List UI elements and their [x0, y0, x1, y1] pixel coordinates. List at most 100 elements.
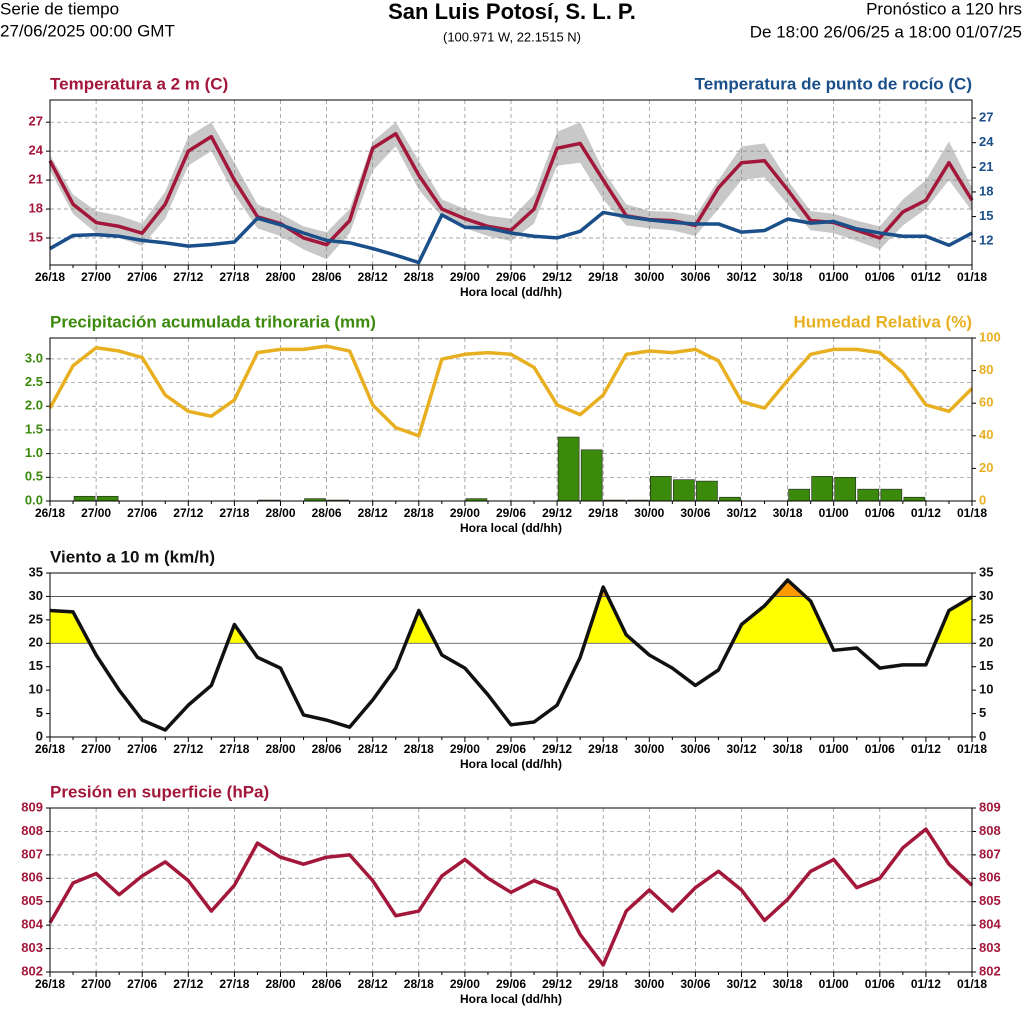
y-tick-label: 1.0: [25, 445, 43, 460]
x-tick-label: 30/18: [773, 270, 803, 284]
x-tick-label: 28/18: [404, 270, 434, 284]
series-title: Viento a 10 m (km/h): [50, 547, 215, 566]
y-tick-label-right: 806: [979, 870, 1001, 885]
bar: [73, 495, 96, 502]
x-tick-label: 01/00: [819, 270, 849, 284]
y-tick-label: 15: [29, 229, 43, 244]
x-tick-label: 29/06: [496, 270, 526, 284]
x-tick-label: 26/18: [35, 506, 65, 520]
x-tick-label: 29/18: [588, 506, 618, 520]
y-tick-label-right: 803: [979, 940, 1001, 955]
y-tick-label-right: 809: [979, 799, 1001, 814]
y2-tick-label: 40: [979, 427, 993, 442]
y2-tick-label: 27: [979, 109, 993, 124]
y2-tick-label: 24: [979, 134, 994, 149]
x-tick-label: 01/00: [819, 977, 849, 991]
x-tick-label: 27/18: [219, 742, 249, 756]
y-tick-label-right: 805: [979, 893, 1001, 908]
x-tick-label: 01/18: [957, 506, 987, 520]
x-tick-label: 28/00: [265, 506, 295, 520]
y-tick-label: 20: [29, 635, 43, 650]
header-title: San Luis Potosí, S. L. P.: [388, 0, 636, 24]
x-tick-label: 28/00: [265, 742, 295, 756]
x-tick-label: 29/00: [450, 270, 480, 284]
x-tick-label: 28/12: [358, 977, 388, 991]
x-tick-label: 27/00: [81, 977, 111, 991]
series-title: Temperatura de punto de rocío (C): [695, 74, 972, 93]
x-tick-label: 26/18: [35, 977, 65, 991]
y-tick-label-right: 10: [979, 682, 993, 697]
x-tick-label: 28/06: [312, 270, 342, 284]
y2-tick-label: 15: [979, 208, 993, 223]
y-tick-label: 27: [29, 114, 43, 129]
bar: [96, 495, 119, 502]
bar: [580, 449, 603, 502]
y2-tick-label: 80: [979, 362, 993, 377]
x-tick-label: 01/00: [819, 742, 849, 756]
x-tick-label: 27/06: [127, 742, 157, 756]
y-tick-label-right: 802: [979, 963, 1001, 978]
y-tick-label-right: 804: [979, 917, 1001, 932]
x-tick-label: 30/12: [726, 506, 756, 520]
y-tick-label: 802: [21, 963, 43, 978]
y-tick-label: 806: [21, 870, 43, 885]
header-subtitle: (100.971 W, 22.1515 N): [443, 29, 581, 44]
y-tick-label: 808: [21, 823, 43, 838]
x-tick-label: 01/18: [957, 270, 987, 284]
y2-tick-label: 0: [979, 492, 986, 507]
x-tick-label: 28/06: [312, 977, 342, 991]
threshold-fill: [600, 580, 806, 597]
x-tick-label: 27/12: [173, 270, 203, 284]
x-tick-label: 28/12: [358, 270, 388, 284]
header-left: 27/06/2025 00:00 GMT: [0, 21, 175, 40]
x-tick-label: 28/06: [312, 506, 342, 520]
y-tick-label-right: 807: [979, 846, 1001, 861]
x-tick-label: 30/00: [634, 977, 664, 991]
y2-tick-label: 12: [979, 233, 993, 248]
y-tick-label-right: 35: [979, 564, 993, 579]
x-tick-label: 28/00: [265, 977, 295, 991]
x-tick-label: 29/18: [588, 270, 618, 284]
x-tick-label: 29/06: [496, 977, 526, 991]
y-tick-label: 24: [29, 143, 44, 158]
x-tick-label: 27/06: [127, 506, 157, 520]
x-tick-label: 01/18: [957, 742, 987, 756]
x-tick-label: 29/18: [588, 977, 618, 991]
x-tick-label: 30/06: [680, 977, 710, 991]
y-tick-label: 3.0: [25, 350, 43, 365]
plot-frame: [49, 807, 973, 973]
y-tick-label: 2.0: [25, 398, 43, 413]
y-tick-label: 5: [36, 705, 43, 720]
y-tick-label-right: 25: [979, 611, 993, 626]
series-title: Presión en superficie (hPa): [50, 782, 269, 801]
series-line: [49, 578, 973, 732]
y-tick-label-right: 0: [979, 728, 986, 743]
series-title: Precipitación acumulada trihoraria (mm): [50, 312, 376, 331]
x-tick-label: 29/12: [542, 270, 572, 284]
x-tick-label: 01/00: [819, 506, 849, 520]
y-tick-label: 803: [21, 940, 43, 955]
y-tick-label: 0.5: [25, 469, 43, 484]
y-tick-label: 0: [36, 728, 43, 743]
x-tick-label: 28/00: [265, 270, 295, 284]
y-tick-label-right: 15: [979, 658, 993, 673]
x-tick-label: 28/12: [358, 506, 388, 520]
series-title: Humedad Relativa (%): [793, 312, 972, 331]
bar: [649, 476, 672, 502]
plot-area: [50, 573, 972, 737]
x-tick-label: 29/18: [588, 742, 618, 756]
plot-frame: [49, 337, 973, 502]
x-axis-label: Hora local (dd/hh): [460, 992, 562, 1006]
x-tick-label: 30/12: [726, 270, 756, 284]
bar: [857, 488, 880, 502]
x-tick-label: 01/12: [911, 742, 941, 756]
x-tick-label: 30/06: [680, 506, 710, 520]
y-tick-label: 0.0: [25, 492, 43, 507]
x-tick-label: 29/00: [450, 742, 480, 756]
x-tick-label: 27/00: [81, 506, 111, 520]
bar: [557, 436, 580, 502]
x-tick-label: 30/12: [726, 977, 756, 991]
x-tick-label: 27/18: [219, 506, 249, 520]
x-tick-label: 28/12: [358, 742, 388, 756]
